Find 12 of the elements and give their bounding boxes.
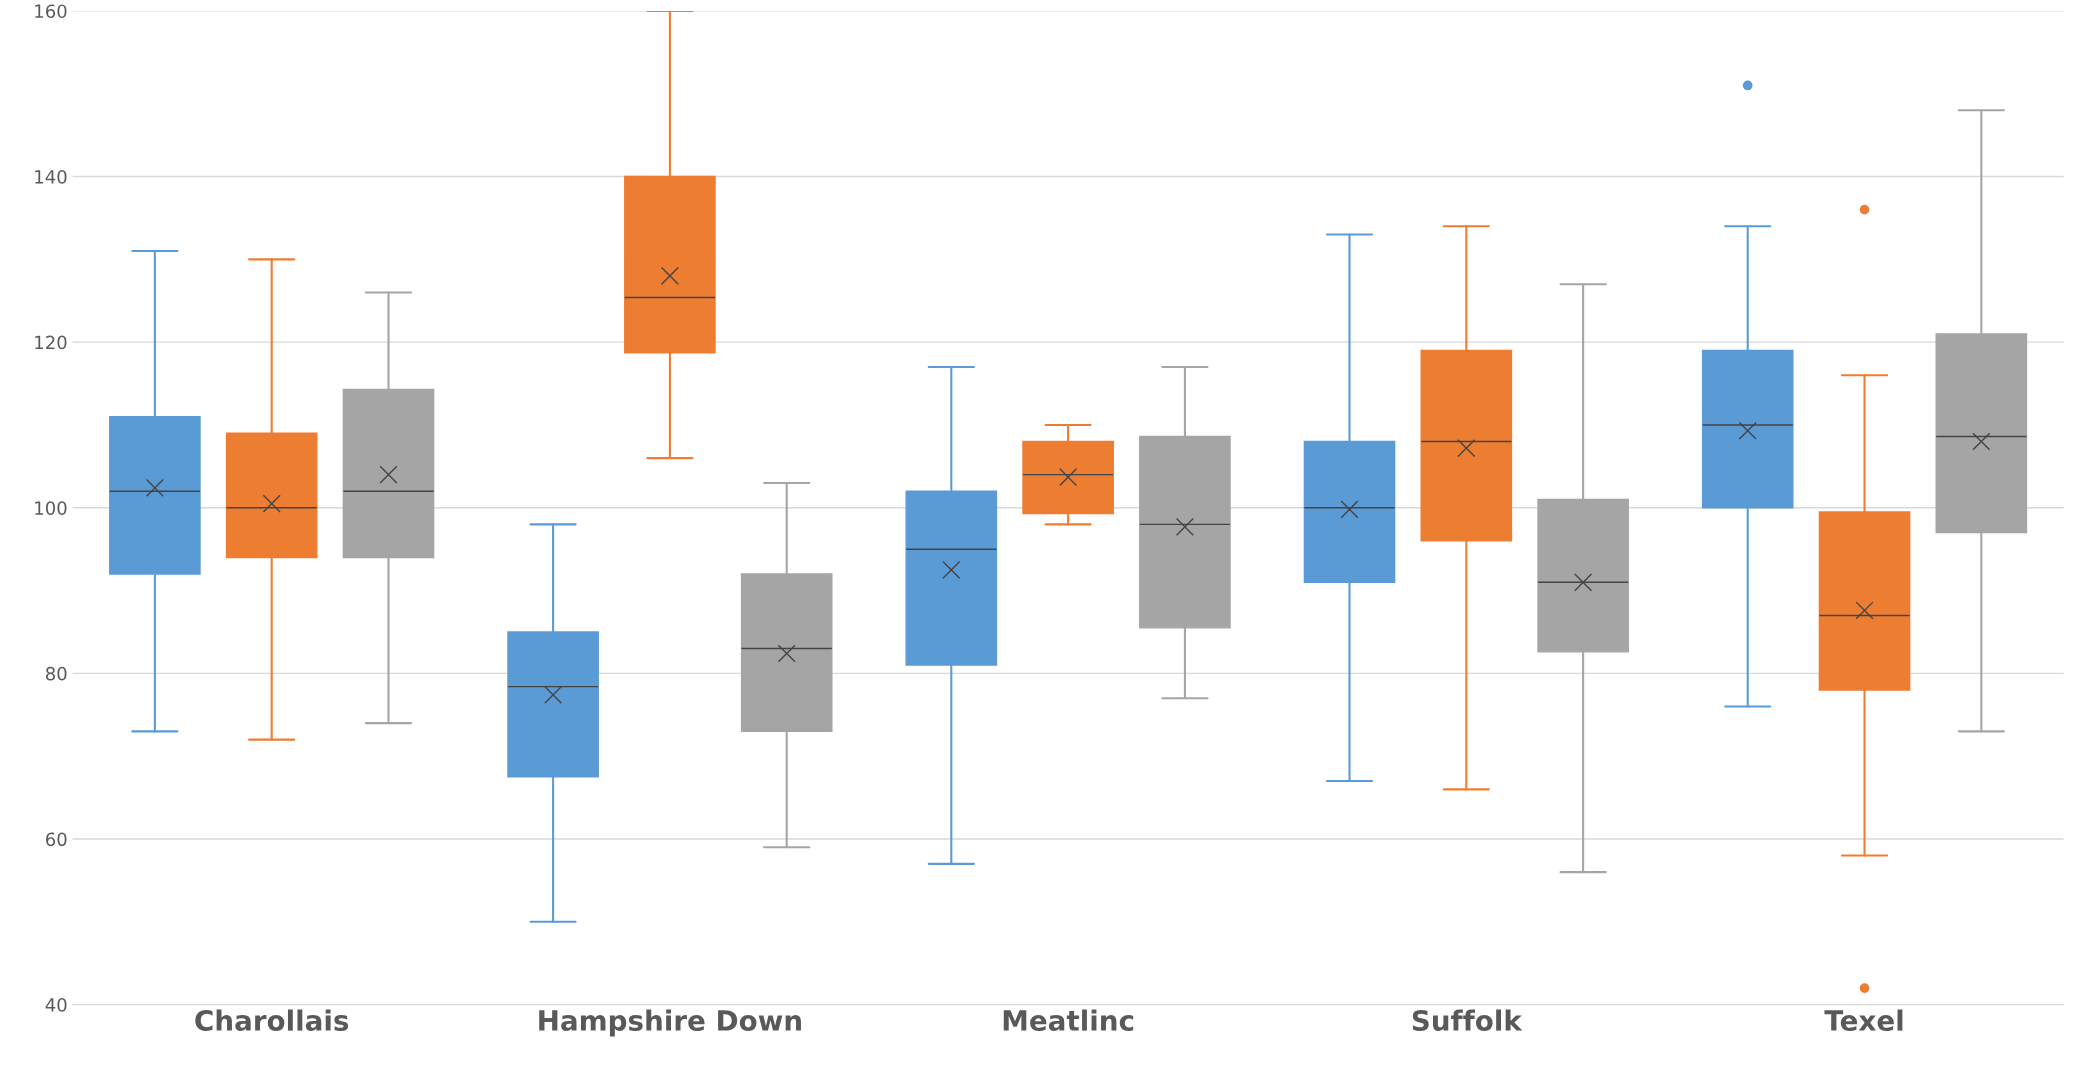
y-tick-label: 140 (35, 170, 67, 184)
y-tick-label: 60 (46, 832, 67, 847)
x-tick-label: Suffolk (1412, 1009, 1523, 1031)
y-tick-label: 120 (35, 335, 67, 350)
y-tick-label: 40 (45, 998, 67, 1012)
y-tick-label: 160 (35, 4, 67, 19)
x-tick-label: Charollais (195, 1009, 349, 1031)
y-tick-label: 100 (35, 501, 67, 515)
y-tick-label: 80 (45, 666, 67, 681)
x-tick-label: Texel (1824, 1009, 1903, 1031)
x-tick-label: Meatlinc (1003, 1009, 1134, 1031)
x-tick-label: Hampshire Down (539, 1009, 801, 1037)
